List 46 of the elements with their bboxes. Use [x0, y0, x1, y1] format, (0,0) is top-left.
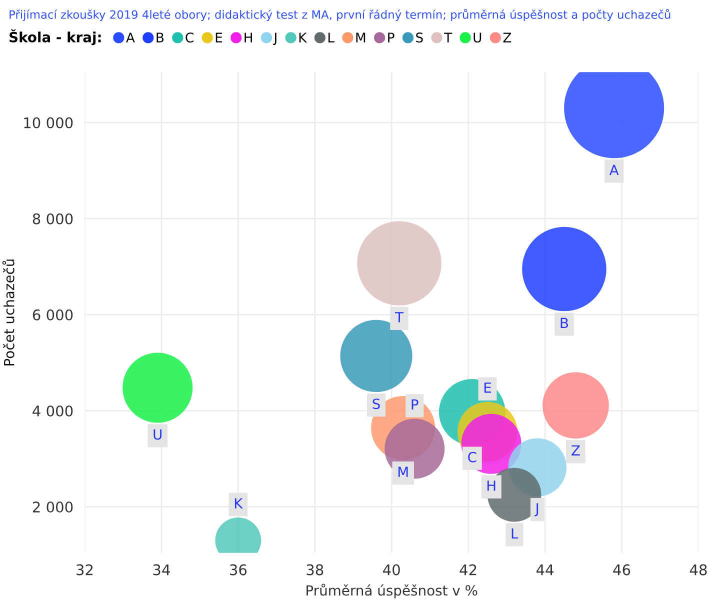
- x-tick-label: 44: [536, 564, 554, 576]
- legend-label: P: [388, 32, 394, 42]
- text: B: [560, 318, 568, 328]
- legend-label: H: [244, 32, 252, 42]
- x-tick-label: 32: [76, 564, 93, 576]
- legend-label: M: [356, 32, 366, 42]
- chart-title: Přijímací zkoušky 2019 4leté obory; didaktický test z MA, první řádný termín; průměrná úspěšnost a počty uchazečů: [10, 9, 670, 22]
- x-tick-label: 38: [306, 564, 324, 576]
- y-tick-label: 10 000: [24, 117, 73, 128]
- legend-label: A: [126, 32, 135, 42]
- text: H: [487, 480, 496, 491]
- text: U: [154, 429, 162, 440]
- text: S: [372, 398, 380, 410]
- x-tick-label: 40: [383, 564, 400, 576]
- legend-label: B: [156, 32, 164, 42]
- legend-title: Škola - kraj:: [10, 29, 101, 46]
- legend-label: S: [416, 32, 423, 43]
- x-tick-label: 36: [230, 564, 247, 576]
- text: E: [484, 382, 491, 393]
- legend-label: Z: [503, 32, 512, 42]
- y-tick-label: 2 000: [32, 502, 73, 513]
- x-tick-label: 34: [153, 564, 170, 576]
- y-tick-label: 6 000: [32, 309, 73, 320]
- x-axis-title: Průměrná úspěšnost v %: [306, 584, 478, 598]
- legend-label: T: [444, 32, 452, 42]
- y-tick-label: 4 000: [32, 405, 73, 416]
- x-tick-label: 48: [690, 564, 707, 576]
- legend-label: E: [216, 32, 222, 42]
- y-axis-title: Počet uchazečů: [2, 260, 14, 366]
- text: K: [234, 498, 244, 508]
- text: P: [412, 399, 418, 410]
- x-tick-label: 46: [613, 564, 630, 576]
- text: T: [394, 312, 404, 322]
- legend-label: K: [299, 32, 308, 42]
- text: A: [609, 164, 619, 175]
- legend-label: C: [186, 32, 194, 43]
- legend-label: L: [328, 32, 334, 42]
- text: C: [468, 452, 476, 462]
- y-tick-label: 8 000: [32, 213, 73, 224]
- legend-label: U: [474, 32, 482, 43]
- legend-label: J: [273, 32, 276, 45]
- text: M: [398, 466, 408, 477]
- text: J: [534, 503, 538, 516]
- text: L: [512, 528, 518, 539]
- x-tick-label: 42: [460, 564, 476, 576]
- text: Z: [572, 445, 580, 456]
